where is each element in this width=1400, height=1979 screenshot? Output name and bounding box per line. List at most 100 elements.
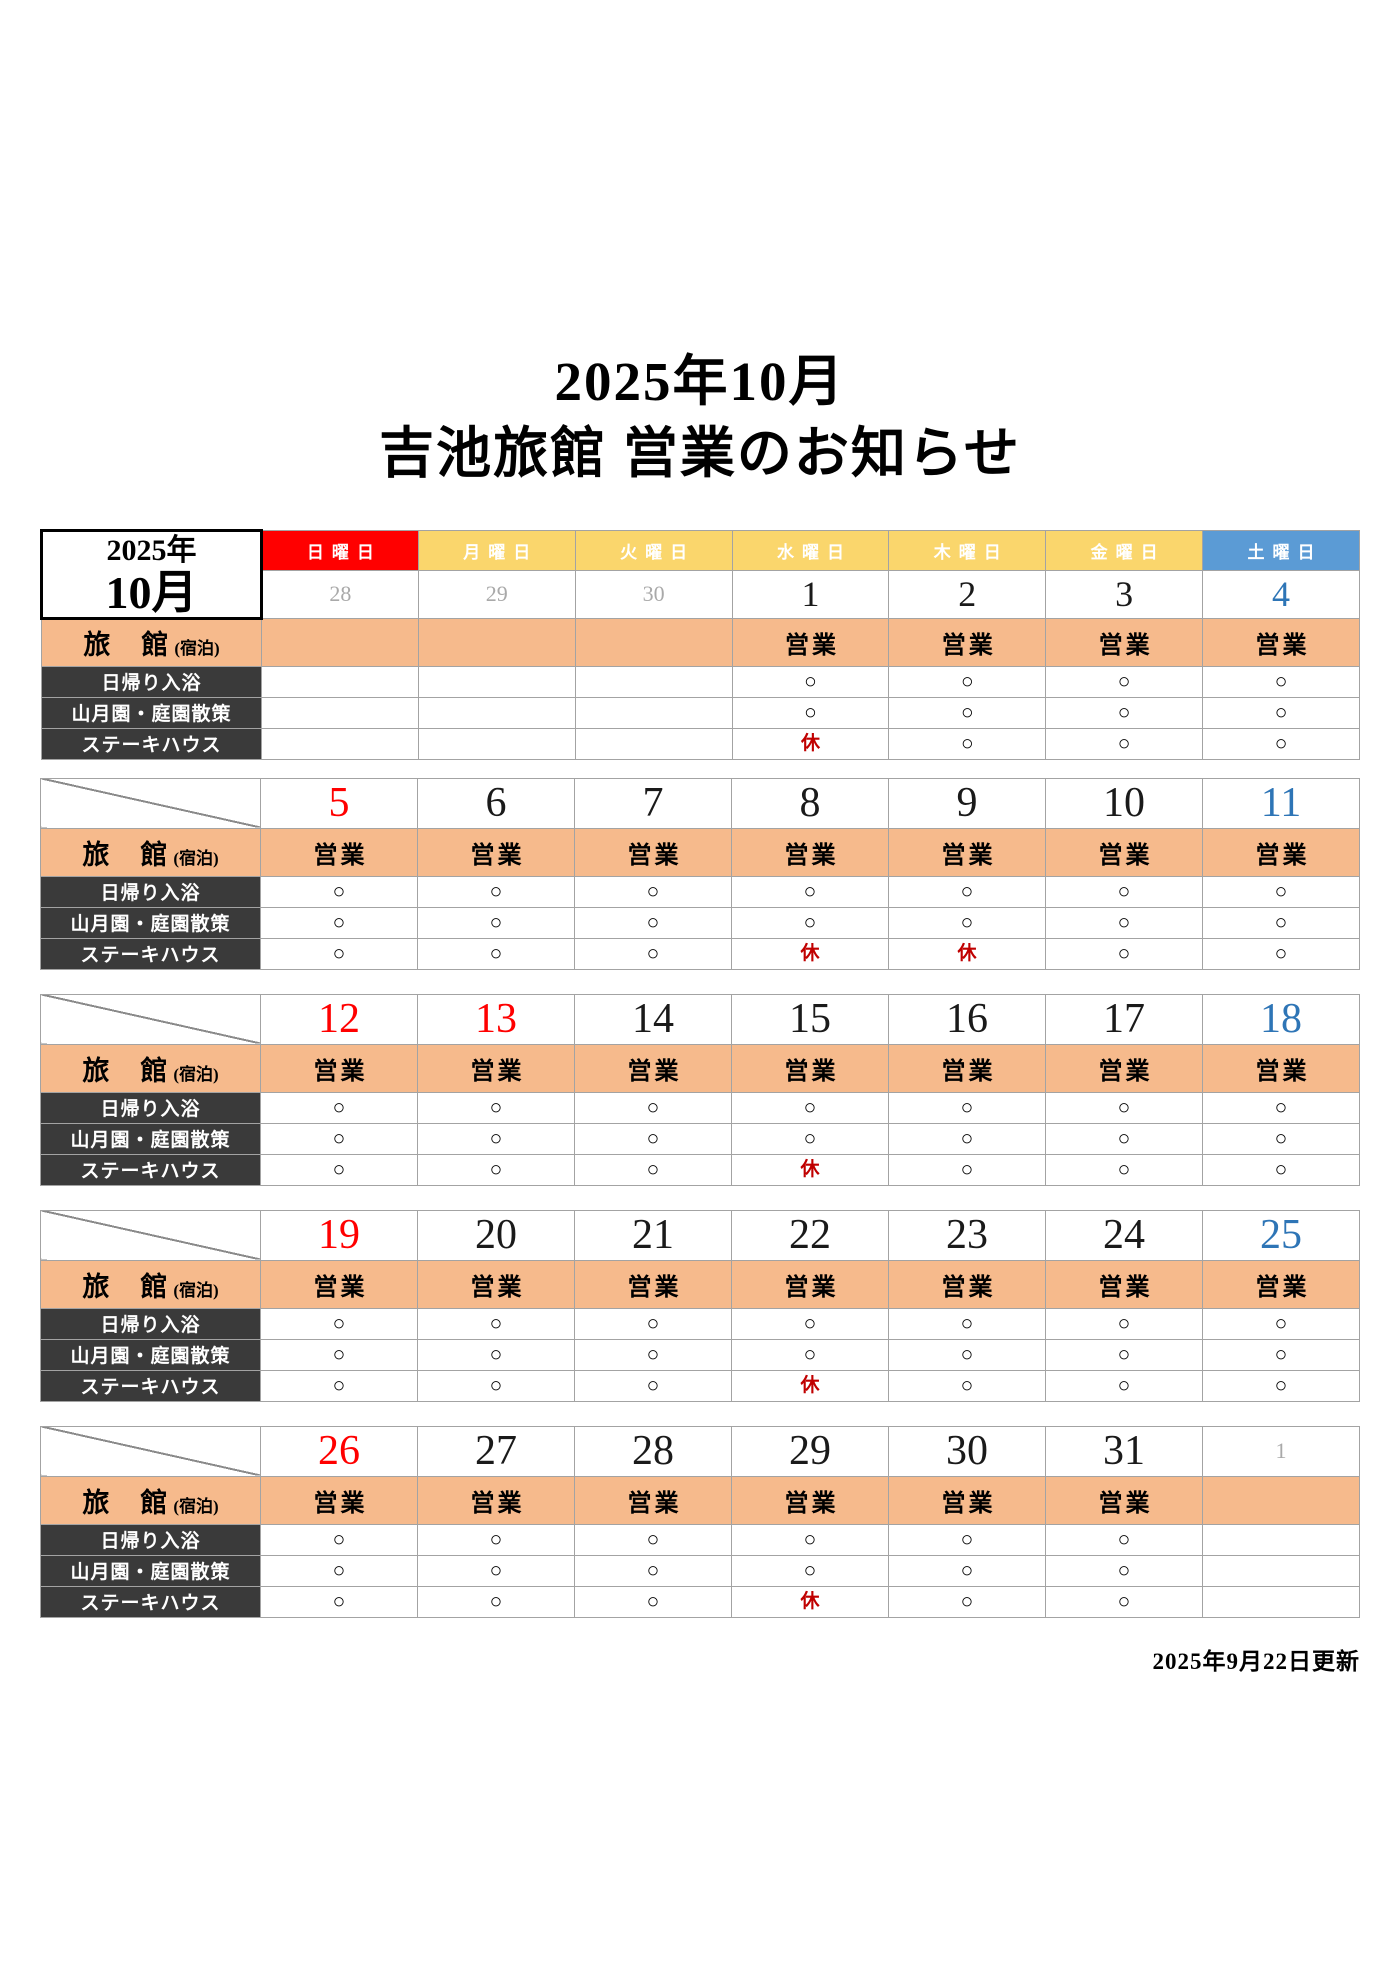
service-row-label: 日帰り入浴: [41, 665, 262, 698]
ryokan-label-main: 旅 館: [82, 839, 170, 870]
service-row: 日帰り入浴 ○ ○ ○ ○ ○ ○ ○: [40, 1307, 1360, 1340]
date-cell: 24: [1045, 1209, 1203, 1261]
service-status-cell: ○: [1045, 1369, 1203, 1402]
service-row: 山月園・庭園散策 ○ ○ ○ ○ ○ ○ ○: [40, 906, 1360, 939]
date-row: 5 6 7 8 9 10 11: [40, 777, 1360, 829]
ryokan-row: 旅 館 (宿泊) 営業 営業 営業 営業 営業 営業 営業: [40, 1259, 1360, 1309]
service-row: 山月園・庭園散策 ○ ○ ○ ○ ○ ○ ○: [40, 1122, 1360, 1155]
weekday-header-cell: 火曜日: [574, 529, 733, 572]
ryokan-status-cell: 営業: [731, 1259, 889, 1309]
service-status-cell: ○: [888, 1122, 1046, 1155]
date-cell: 6: [417, 777, 575, 829]
week-block-4: 19 20 21 22 23 24 25 旅 館 (宿泊) 営業 営業 営業 営業 営業 営業 営業 日帰り入…: [40, 1209, 1360, 1402]
date-cell: 23: [888, 1209, 1046, 1261]
service-status-cell: ○: [1045, 937, 1203, 970]
service-row: ステーキハウス ○ ○ ○ 休休 ○ ○: [40, 937, 1360, 970]
ryokan-row-label: 旅 館 (宿泊): [40, 1043, 261, 1093]
ryokan-status-cell: [574, 617, 733, 667]
service-status-cell: ○: [260, 1091, 418, 1124]
service-status-cell: ○: [574, 1585, 732, 1618]
service-row: 山月園・庭園散策 ○ ○ ○ ○ ○ ○: [40, 1554, 1360, 1587]
service-status-cell: ○: [1202, 665, 1360, 698]
service-status-cell: ○: [417, 875, 575, 908]
date-cell: 29: [417, 570, 576, 619]
weekday-header-cell: 水曜日: [731, 529, 890, 572]
service-row-label: ステーキハウス: [40, 1153, 261, 1186]
ryokan-status-cell: 営業: [1202, 1259, 1360, 1309]
date-cell: 10: [1045, 777, 1203, 829]
service-status-cell: ○: [731, 1122, 889, 1155]
service-status-cell: ○: [417, 906, 575, 939]
service-status-cell: ○: [574, 1369, 732, 1402]
weekday-header-cell: 金曜日: [1045, 529, 1204, 572]
ryokan-status-cell: 営業: [260, 827, 418, 877]
week-block-2: 5 6 7 8 9 10 11 旅 館 (宿泊) 営業 営業 営業 営業 営業 営業 営業 日帰り入浴 ○ ○ ○ ○…: [40, 777, 1360, 970]
service-status-cell: ○: [1045, 727, 1204, 760]
service-status-cell: ○: [731, 1307, 889, 1340]
service-status-cell: ○: [260, 1585, 418, 1618]
date-row: 26 27 28 29 30 31 1: [40, 1425, 1360, 1477]
service-row-label: 山月園・庭園散策: [40, 1338, 261, 1371]
service-status-cell: ○: [574, 1122, 732, 1155]
date-cell: 27: [417, 1425, 575, 1477]
date-cell: 19: [260, 1209, 418, 1261]
ryokan-status-cell: 営業: [1045, 1475, 1203, 1525]
service-status-cell: ○: [417, 1523, 575, 1556]
updated-date: 2025年9月22日更新: [1152, 1648, 1360, 1674]
service-status-cell: 休: [888, 937, 1046, 970]
date-cell: 4: [1202, 570, 1360, 619]
month-cell-year: 2025年: [106, 534, 197, 567]
week-block-1: 2025年 10月 日曜日 月曜日 火曜日 水曜日 木曜日 金曜日 土曜日 28 29 30 1 2 3 4 旅…: [40, 529, 1360, 760]
service-status-cell: ○: [731, 1554, 889, 1587]
page: 2025年10月 吉池旅館 営業のお知らせ 2025年 10月 日曜日 月曜日 火曜日水…: [0, 0, 1400, 1674]
date-cell: 20: [417, 1209, 575, 1261]
date-cell: 14: [574, 993, 732, 1045]
service-status-cell: ○: [888, 875, 1046, 908]
date-cell: 5: [260, 777, 418, 829]
service-status-cell: ○: [260, 875, 418, 908]
service-status-cell: [261, 727, 419, 760]
service-status-cell: ○: [1045, 665, 1204, 698]
date-cell: 7: [574, 777, 732, 829]
service-status-cell: [417, 665, 576, 698]
service-status-cell: [1202, 1585, 1360, 1618]
service-status-cell: ○: [1045, 696, 1204, 729]
service-status-cell: ○: [731, 1091, 889, 1124]
service-status-cell: ○: [574, 875, 732, 908]
service-status-cell: ○: [731, 906, 889, 939]
service-row-label: 山月園・庭園散策: [40, 1554, 261, 1587]
service-status-cell: ○: [260, 1122, 418, 1155]
service-status-cell: ○: [260, 1523, 418, 1556]
service-status-cell: 休: [731, 1585, 889, 1618]
service-row: 山月園・庭園散策 ○ ○ ○ ○ ○ ○ ○: [40, 1338, 1360, 1371]
service-status-cell: ○: [1202, 937, 1360, 970]
weekday-header-cell: 土曜日: [1202, 529, 1360, 572]
title-line1: 2025年10月: [554, 351, 846, 412]
weekday-header-row: 2025年 10月 日曜日 月曜日 火曜日 水曜日 木曜日 金曜日 土曜日: [40, 529, 1360, 620]
service-status-cell: [261, 665, 419, 698]
date-cell: 16: [888, 993, 1046, 1045]
service-status-cell: ○: [574, 1153, 732, 1186]
ryokan-status-cell: 営業: [1045, 617, 1204, 667]
ryokan-status-cell: 営業: [260, 1475, 418, 1525]
service-status-cell: ○: [1045, 1554, 1203, 1587]
service-row: 日帰り入浴 ○ ○ ○ ○ ○ ○: [40, 1523, 1360, 1556]
ryokan-status-cell: 営業: [1045, 1043, 1203, 1093]
date-cell: 30: [888, 1425, 1046, 1477]
ryokan-status-cell: 営業: [417, 1475, 575, 1525]
service-row-label: ステーキハウス: [40, 1369, 261, 1402]
week-label-diagonal-cell: [40, 1209, 261, 1261]
ryokan-status-cell: 営業: [731, 1475, 889, 1525]
service-status-cell: [261, 696, 419, 729]
ryokan-status-cell: 営業: [260, 1259, 418, 1309]
service-status-cell: ○: [888, 665, 1047, 698]
service-status-cell: ○: [1045, 906, 1203, 939]
service-status-cell: [1202, 1554, 1360, 1587]
date-cell: 29: [731, 1425, 889, 1477]
page-title: 2025年10月 吉池旅館 営業のお知らせ: [0, 0, 1400, 489]
service-status-cell: 休: [731, 727, 890, 760]
service-status-cell: ○: [1202, 1153, 1360, 1186]
date-cell: 13: [417, 993, 575, 1045]
calendar: 2025年 10月 日曜日 月曜日 火曜日 水曜日 木曜日 金曜日 土曜日 28 29 30 1 2 3 4 旅…: [40, 529, 1360, 1618]
service-row-label: 日帰り入浴: [40, 1523, 261, 1556]
